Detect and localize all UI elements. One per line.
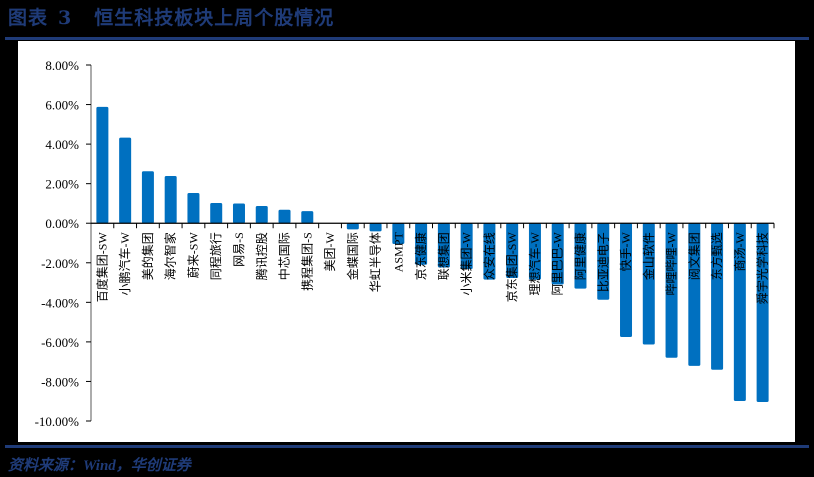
x-category-label: 海尔智家 — [163, 232, 178, 280]
y-tick-label: 0.00% — [45, 216, 79, 231]
x-category-label: 东方甄选 — [709, 232, 724, 280]
bar-chart: 8.00% 6.00% 4.00% 2.00% 0.00% -2.00% -4.00% -6.… — [35, 58, 775, 429]
bar — [392, 223, 405, 244]
bar — [460, 223, 473, 270]
x-category-label: 小鹏汽车-W — [117, 232, 132, 296]
bar — [574, 223, 587, 289]
x-category-label: 理想汽车-W — [527, 232, 542, 296]
bar — [255, 206, 268, 224]
x-category-label: 联想集团 — [436, 232, 451, 280]
y-tick-label: -6.00% — [41, 335, 79, 350]
bar — [119, 137, 132, 224]
bar — [232, 203, 245, 224]
bar — [756, 223, 769, 403]
x-category-label: 金山软件 — [641, 232, 656, 280]
x-category-label: ASMPT — [391, 232, 405, 273]
x-category-label: 携程集团-S — [299, 232, 314, 291]
bar — [415, 223, 428, 265]
figure-title-text: 恒生科技板块上周个股情况 — [94, 7, 335, 29]
x-category-label: 京东集团-SW — [504, 232, 519, 303]
bar — [141, 171, 154, 224]
bar — [528, 223, 541, 280]
x-category-label: 阿里巴巴-W — [551, 232, 565, 296]
bar — [278, 209, 291, 224]
figure-number: 3 — [58, 7, 73, 29]
bottom-rule — [5, 445, 809, 448]
bar — [688, 223, 701, 366]
x-category-label: 阅文集团 — [686, 232, 701, 280]
y-tick-label: 2.00% — [45, 177, 79, 192]
x-category-label: 百度集团-SW — [94, 232, 109, 303]
y-tick-label: 6.00% — [45, 98, 79, 113]
bar — [187, 192, 200, 224]
x-category-label: 同程旅行 — [208, 232, 223, 280]
x-category-label: 蔚来-SW — [186, 232, 200, 279]
bar — [551, 223, 564, 285]
figure-label: 图表 — [8, 7, 49, 29]
bar — [301, 211, 314, 224]
bar — [620, 223, 633, 337]
bar — [346, 223, 359, 230]
x-category-label: 腾讯控股 — [254, 232, 269, 280]
bar — [164, 175, 177, 224]
bar — [437, 223, 450, 268]
x-category-label: 中芯国际 — [277, 232, 292, 280]
x-category-label: 商汤-W — [732, 232, 747, 272]
y-tick-label: 4.00% — [45, 137, 79, 152]
y-tick-label: -8.00% — [41, 374, 79, 389]
y-tick-label: -4.00% — [41, 295, 79, 310]
bar — [733, 223, 746, 402]
bar — [483, 223, 496, 280]
figure-title: 图表 3 恒生科技板块上周个股情况 — [8, 5, 334, 31]
bar — [642, 223, 655, 345]
chart-panel: 8.00% 6.00% 4.00% 2.00% 0.00% -2.00% -4.00% -6.… — [18, 41, 795, 442]
x-category-label: 哔哩哔哩-W — [665, 232, 679, 296]
x-category-label: 舜宇光学科技 — [755, 232, 770, 304]
x-category-label: 比亚迪电子 — [596, 232, 610, 292]
x-category-label: 金蝶国际 — [345, 232, 360, 280]
x-category-label: 快手-W — [619, 232, 633, 272]
x-category-label: 美的集团 — [140, 232, 155, 280]
y-tick-label: -2.00% — [41, 256, 79, 271]
y-tick-label: -10.00% — [35, 414, 80, 429]
x-category-label: 众安在线 — [481, 232, 496, 280]
bar — [210, 203, 223, 224]
source-note: 资料来源：Wind，华创证券 — [8, 458, 191, 474]
x-category-label: 华虹半导体 — [369, 232, 383, 292]
x-category-label: 小米集团-W — [459, 232, 474, 296]
bar — [369, 223, 382, 232]
bar — [711, 223, 724, 370]
bar — [506, 223, 519, 279]
bar — [96, 106, 109, 224]
bar — [597, 223, 610, 300]
x-category-label: 阿里健康 — [572, 232, 587, 280]
top-rule — [5, 37, 809, 40]
x-category-label: 网易-S — [232, 232, 246, 267]
y-tick-label: 8.00% — [45, 58, 79, 73]
bar — [665, 223, 678, 358]
x-category-label: 美团-W — [323, 232, 337, 272]
x-category-label: 京东健康 — [413, 232, 428, 280]
